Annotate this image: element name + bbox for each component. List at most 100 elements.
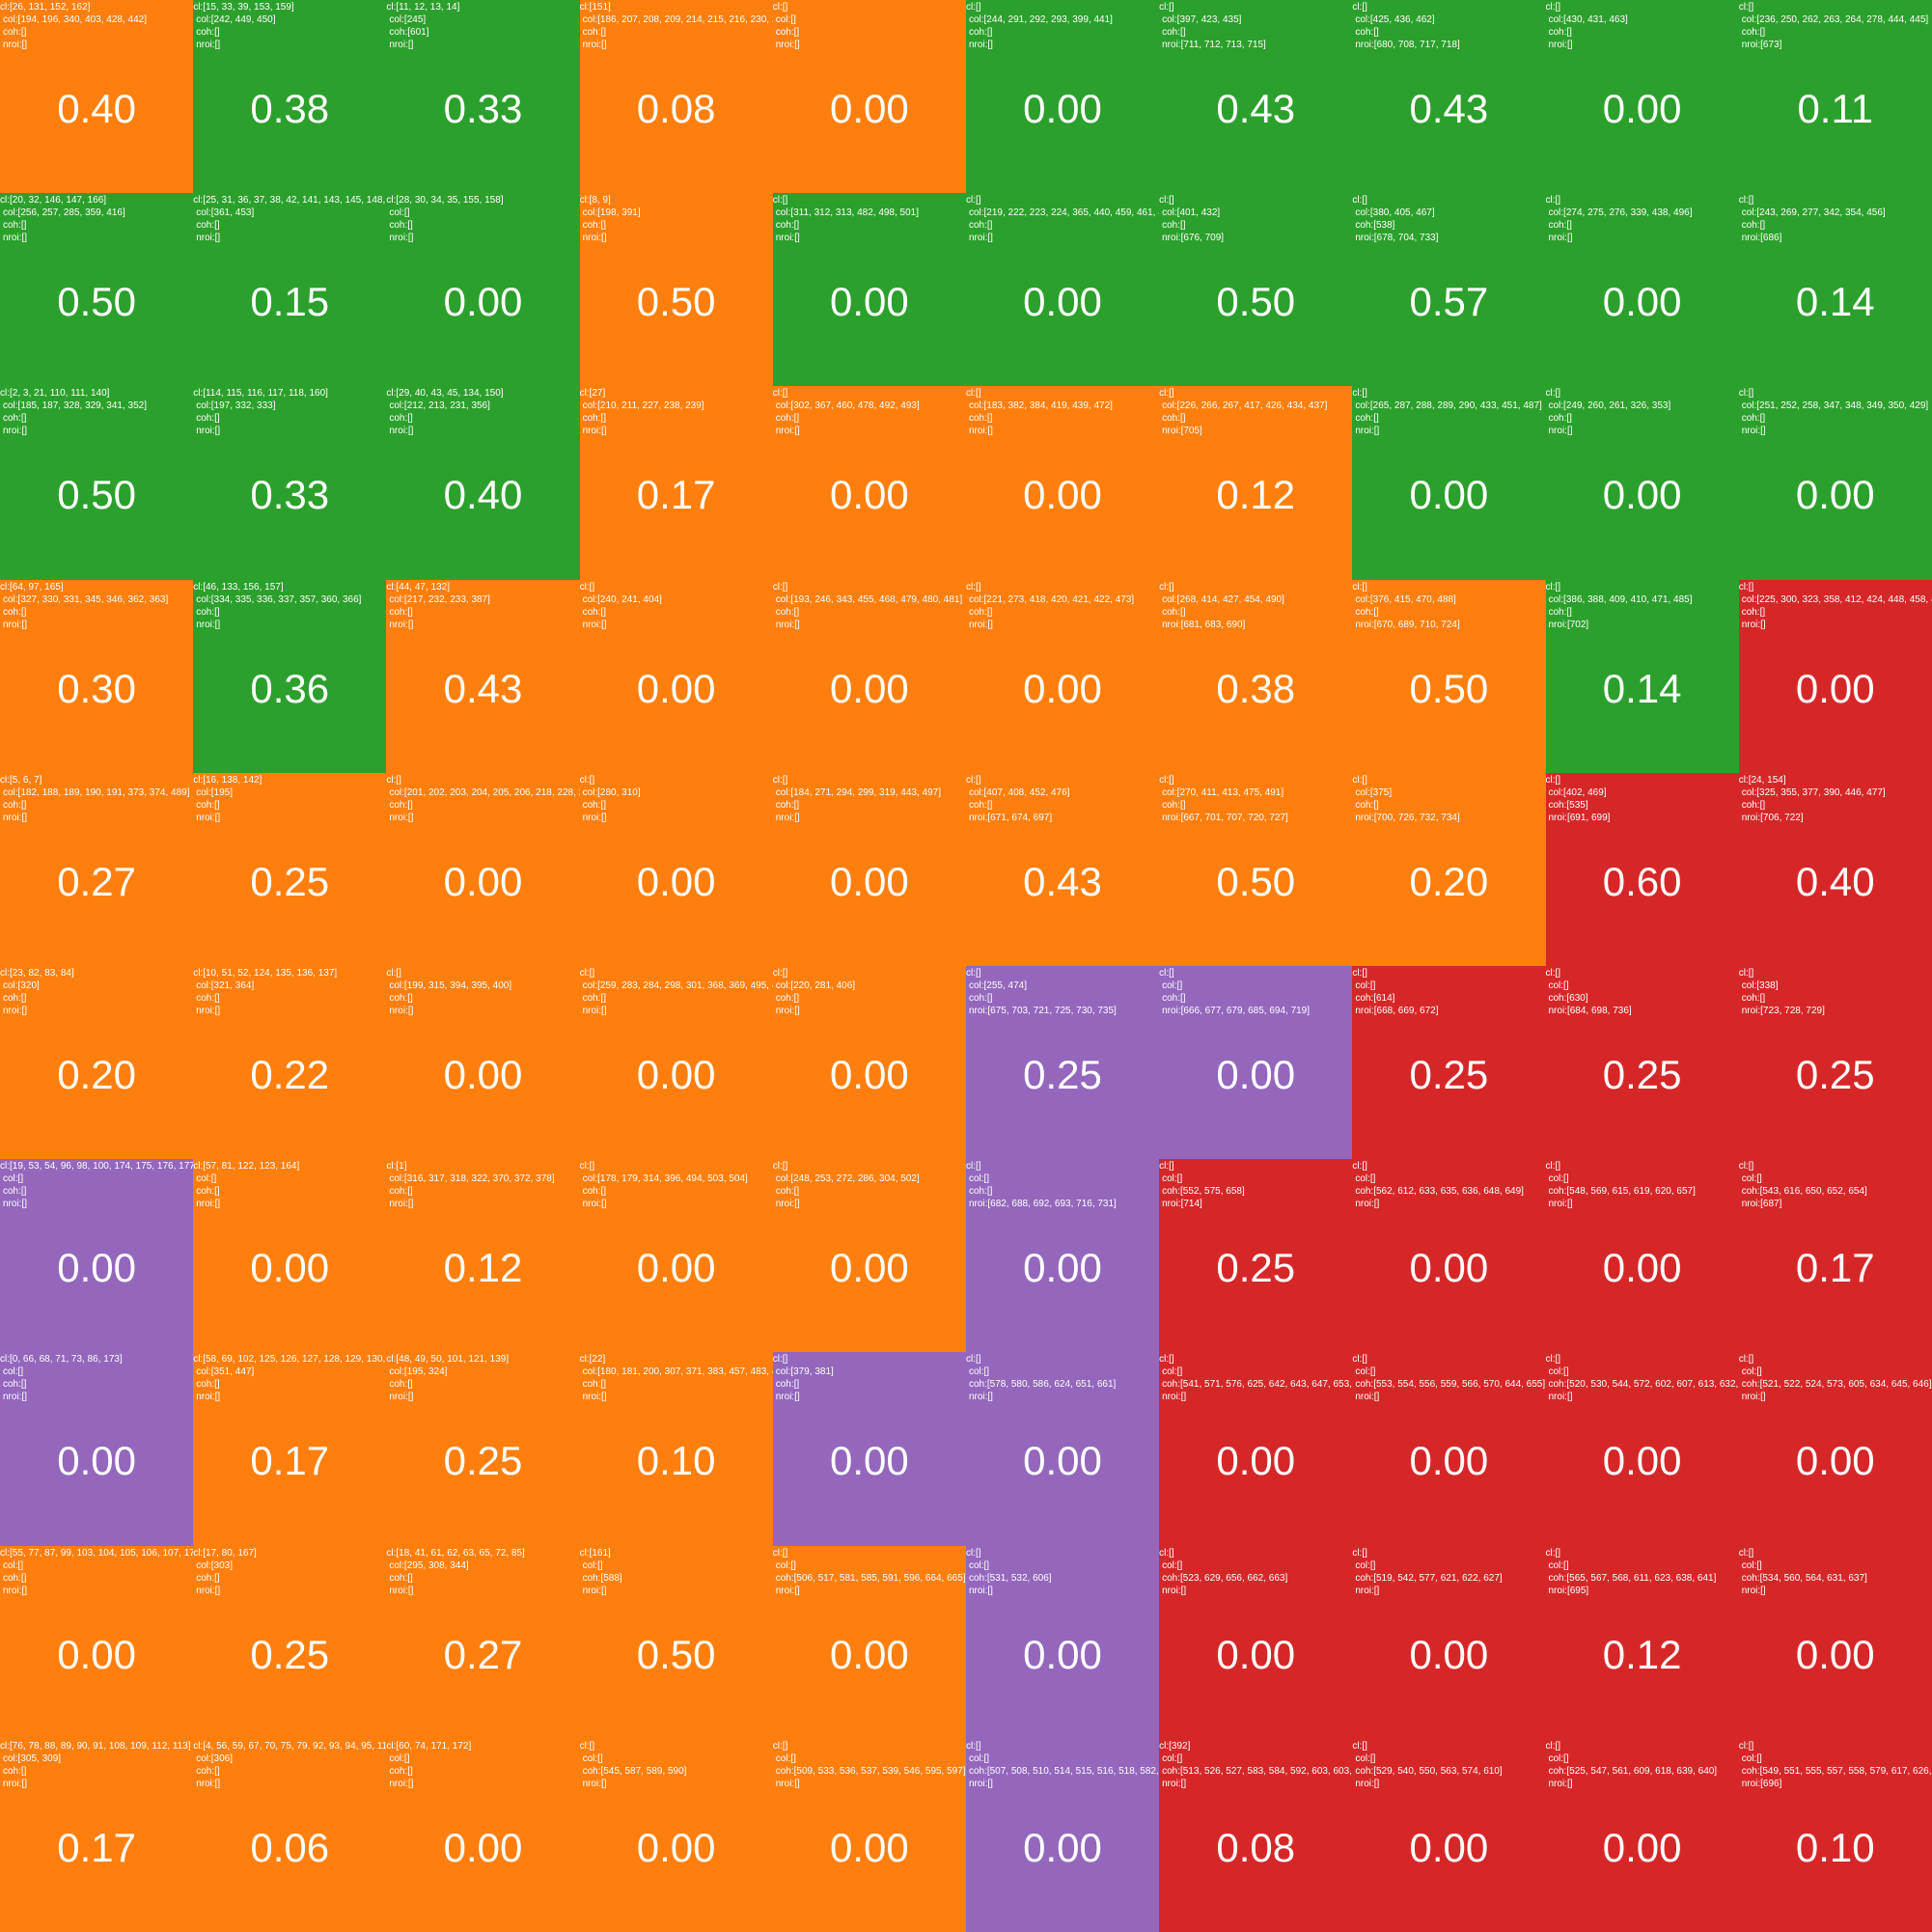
- cell-nroi-label: nroi:[]: [582, 233, 607, 244]
- cell-value-label: 0.50: [57, 472, 136, 518]
- cell-col-label: col:[401, 432]: [1162, 207, 1221, 219]
- heatmap-cell: cl:[16, 138, 142] col:[195] coh:[] nroi:[] 0…: [193, 772, 387, 966]
- cell-annotations: cl:[] col:[430, 431, 463] coh:[] nroi:[]: [1546, 1, 1739, 51]
- cell-value-label: 0.00: [1602, 279, 1682, 325]
- cell-coh-label: coh:[]: [389, 220, 413, 232]
- heatmap-cell: cl:[19, 53, 54, 96, 98, 100, 174, 175, 1…: [0, 1159, 194, 1353]
- cell-cl-label: cl:[]: [1545, 388, 1561, 400]
- cell-coh-label: coh:[]: [1741, 606, 1766, 618]
- cell-annotations: cl:[48, 49, 50, 101, 121, 139] col:[195, …: [386, 1353, 579, 1403]
- cell-value-label: 0.33: [443, 86, 523, 131]
- cell-cl-label: cl:[161]: [579, 1547, 611, 1559]
- cell-nroi-label: nroi:[676, 709]: [1162, 233, 1225, 244]
- cell-col-label: col:[]: [3, 1366, 24, 1378]
- cell-cl-label: cl:[]: [1352, 1740, 1367, 1752]
- cell-cl-label: cl:[1]: [386, 1161, 407, 1173]
- cell-nroi-label: nroi:[]: [389, 1392, 414, 1403]
- cell-cl-label: cl:[26, 131, 152, 162]: [0, 2, 91, 13]
- cell-coh-label: coh:[]: [196, 992, 220, 1004]
- heatmap-cell: cl:[] col:[] coh:[520, 530, 544, 572, 602,…: [1545, 1352, 1739, 1546]
- cell-col-label: col:[236, 250, 262, 263, 264, 278, 444, …: [1741, 14, 1929, 25]
- cell-value-label: 0.00: [829, 1438, 909, 1484]
- cell-value-label: 0.00: [829, 858, 909, 904]
- cell-coh-label: coh:[]: [1741, 220, 1766, 232]
- cell-col-label: col:[]: [1355, 1753, 1376, 1764]
- cell-value-label: 0.00: [57, 1631, 136, 1677]
- cell-annotations: cl:[] col:[219, 222, 223, 224, 365, 440, …: [966, 194, 1159, 244]
- cell-annotations: cl:[19, 53, 54, 96, 98, 100, 174, 175, 1…: [0, 1160, 193, 1210]
- cell-cl-label: cl:[]: [1159, 967, 1174, 979]
- cell-cl-label: cl:[]: [1545, 1740, 1561, 1752]
- cell-cl-label: cl:[]: [1159, 2, 1174, 13]
- cell-annotations: cl:[] col:[] coh:[549, 551, 555, 557, 558,…: [1739, 1740, 1932, 1790]
- cell-coh-label: coh:[]: [582, 27, 607, 38]
- cell-nroi-label: nroi:[]: [582, 1392, 607, 1403]
- cell-cl-label: cl:[10, 51, 52, 124, 135, 136, 137]: [193, 967, 338, 979]
- cell-annotations: cl:[] col:[] coh:[506, 517, 581, 585, 591,…: [773, 1547, 966, 1597]
- cell-value-label: 0.00: [1409, 1245, 1489, 1291]
- cell-annotations: cl:[] col:[193, 246, 343, 455, 468, 479, …: [773, 581, 966, 631]
- cell-annotations: cl:[29, 40, 43, 45, 134, 150] col:[212, 2…: [386, 387, 579, 437]
- cell-cl-label: cl:[15, 33, 39, 153, 159]: [193, 2, 294, 13]
- cell-coh-label: coh:[601]: [389, 27, 429, 38]
- cell-col-label: col:[]: [1548, 1173, 1569, 1185]
- cell-coh-label: coh:[]: [3, 413, 27, 425]
- cell-value-label: 0.43: [1023, 858, 1102, 904]
- cell-nroi-label: nroi:[]: [389, 812, 414, 823]
- cell-cl-label: cl:[8, 9]: [579, 195, 611, 207]
- heatmap-cell: cl:[] col:[193, 246, 343, 455, 468, 479, …: [772, 579, 966, 773]
- cell-col-label: col:[302, 367, 460, 478, 492, 493]: [775, 400, 920, 412]
- cell-value-label: 0.20: [57, 1051, 136, 1097]
- heatmap-cell: cl:[] col:[226, 266, 267, 417, 426, 434, …: [1159, 386, 1353, 580]
- cell-coh-label: coh:[]: [775, 1186, 800, 1198]
- heatmap-cell: cl:[] col:[] coh:[552, 575, 658] nroi:[714]…: [1159, 1159, 1353, 1353]
- cell-cl-label: cl:[]: [1159, 1354, 1174, 1366]
- cell-nroi-label: nroi:[]: [1741, 1392, 1766, 1403]
- cell-nroi-label: nroi:[723, 728, 729]: [1741, 1005, 1825, 1016]
- cell-value-label: 0.17: [1795, 1245, 1875, 1291]
- cell-cl-label: cl:[]: [579, 581, 595, 593]
- cell-nroi-label: nroi:[687]: [1741, 1199, 1782, 1210]
- heatmap-cell: cl:[8, 9] col:[198, 391] coh:[] nroi:[] 0.50: [579, 193, 773, 387]
- cell-annotations: cl:[] col:[244, 291, 292, 293, 399, 441] c…: [966, 1, 1159, 51]
- cell-cl-label: cl:[]: [1352, 581, 1367, 593]
- cell-value-label: 0.00: [1023, 1631, 1102, 1677]
- cell-annotations: cl:[] col:[] coh:[553, 554, 556, 559, 566,…: [1352, 1353, 1545, 1403]
- cell-col-label: col:[]: [1741, 1753, 1762, 1764]
- cell-coh-label: coh:[]: [389, 1572, 413, 1584]
- cell-coh-label: coh:[]: [1355, 606, 1379, 618]
- heatmap-cell: cl:[23, 82, 83, 84] col:[320] coh:[] nroi:[…: [0, 965, 194, 1160]
- cell-value-label: 0.50: [1409, 665, 1489, 711]
- cell-coh-label: coh:[549, 551, 555, 557, 558, 579, 617, …: [1741, 1765, 1932, 1777]
- cell-coh-label: coh:[525, 547, 561, 609, 618, 639, 640]: [1548, 1765, 1718, 1777]
- cell-annotations: cl:[] col:[] coh:[541, 571, 576, 625, 642,…: [1159, 1353, 1352, 1403]
- cell-col-label: col:[]: [1355, 1559, 1376, 1571]
- cell-annotations: cl:[] col:[184, 271, 294, 299, 319, 443, …: [773, 774, 966, 824]
- cell-value-label: 0.00: [57, 1245, 136, 1291]
- cell-value-label: 0.38: [1216, 665, 1296, 711]
- cell-annotations: cl:[] col:[220, 281, 406] coh:[] nroi:[]: [773, 967, 966, 1017]
- heatmap-cell: cl:[] col:[] coh:[] nroi:[] 0.00: [772, 0, 966, 194]
- cell-cl-label: cl:[]: [772, 774, 788, 786]
- cell-value-label: 0.12: [1216, 472, 1296, 518]
- heatmap-cell: cl:[] col:[236, 250, 262, 263, 264, 278, …: [1738, 0, 1932, 194]
- cell-cl-label: cl:[]: [965, 1161, 981, 1173]
- cell-annotations: cl:[] col:[183, 382, 384, 419, 439, 472] c…: [966, 387, 1159, 437]
- cell-cl-label: cl:[]: [579, 967, 595, 979]
- cell-nroi-label: nroi:[]: [582, 1585, 607, 1596]
- cell-col-label: col:[]: [1548, 1559, 1569, 1571]
- cell-nroi-label: nroi:[]: [1162, 1585, 1187, 1596]
- cell-value-label: 0.10: [636, 1438, 716, 1484]
- cell-value-label: 0.50: [1216, 279, 1296, 325]
- heatmap-cell: cl:[] col:[] coh:[541, 571, 576, 625, 642,…: [1159, 1352, 1353, 1546]
- cell-coh-label: coh:[519, 542, 577, 621, 622, 627]: [1355, 1572, 1503, 1584]
- cell-value-label: 0.00: [1023, 1438, 1102, 1484]
- cell-annotations: cl:[23, 82, 83, 84] col:[320] coh:[] nroi:[…: [0, 967, 193, 1017]
- cell-col-label: col:[]: [1162, 1366, 1183, 1378]
- cell-nroi-label: nroi:[]: [582, 1778, 607, 1789]
- heatmap-cell: cl:[] col:[] coh:[543, 616, 650, 652, 654]…: [1738, 1159, 1932, 1353]
- cell-col-label: col:[361, 453]: [196, 207, 255, 219]
- cell-col-label: col:[195, 324]: [389, 1366, 448, 1378]
- cell-value-label: 0.30: [57, 665, 136, 711]
- cell-value-label: 0.25: [1023, 1051, 1102, 1097]
